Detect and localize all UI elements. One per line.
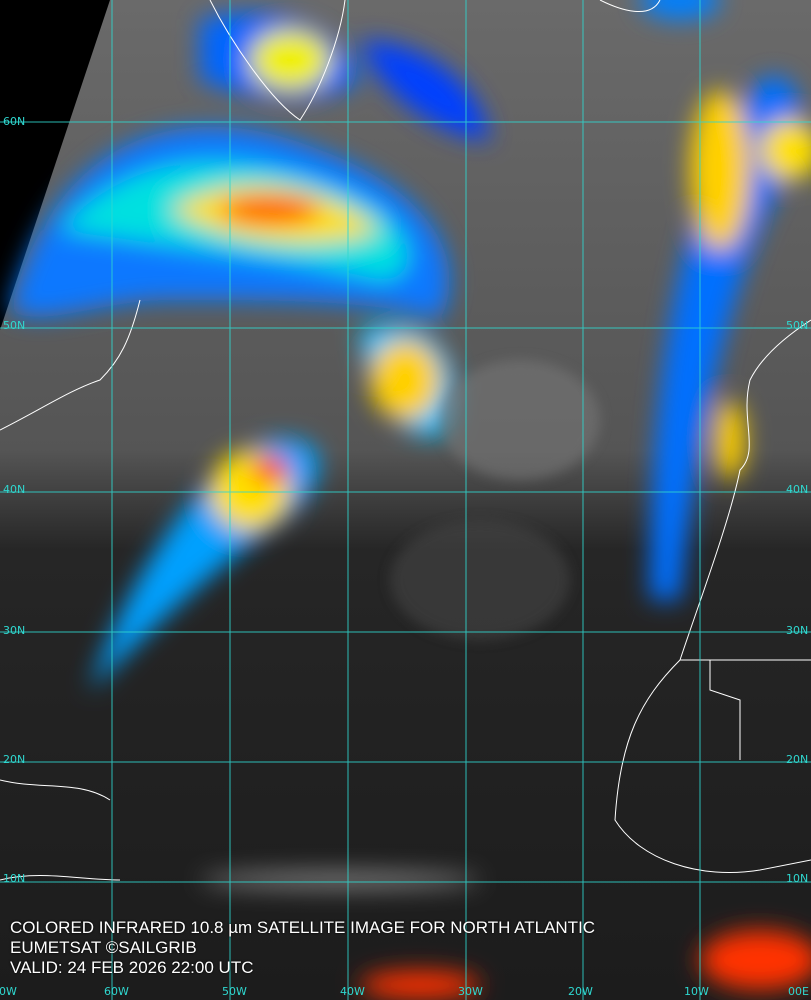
lon-label: 30W (458, 985, 483, 998)
lon-label: 60W (104, 985, 129, 998)
lon-label: 70W (0, 985, 17, 998)
valid-time: VALID: 24 FEB 2026 22:00 UTC (10, 958, 254, 977)
lat-label-right: 20N (786, 753, 809, 766)
lon-label: 40W (340, 985, 365, 998)
lat-label-right: 10N (786, 872, 809, 885)
lat-label-left: 20N (3, 753, 26, 766)
lat-label-left: 30N (3, 624, 26, 637)
lat-label-left: 10N (3, 872, 26, 885)
lon-label: 00E (788, 985, 809, 998)
image-credit: EUMETSAT ©SAILGRIB (10, 938, 197, 957)
lat-label-right: 30N (786, 624, 809, 637)
lon-label: 20W (568, 985, 593, 998)
lon-label: 50W (222, 985, 247, 998)
lat-label-left: 50N (3, 319, 26, 332)
image-title: COLORED INFRARED 10.8 µm SATELLITE IMAGE… (10, 918, 596, 937)
lat-label-right: 40N (786, 483, 809, 496)
coastlines (0, 0, 811, 881)
no-data-region (0, 0, 110, 330)
lat-label-left: 60N (3, 115, 26, 128)
lat-label-left: 40N (3, 483, 26, 496)
lon-label: 10W (684, 985, 709, 998)
lat-label-right: 50N (786, 319, 809, 332)
